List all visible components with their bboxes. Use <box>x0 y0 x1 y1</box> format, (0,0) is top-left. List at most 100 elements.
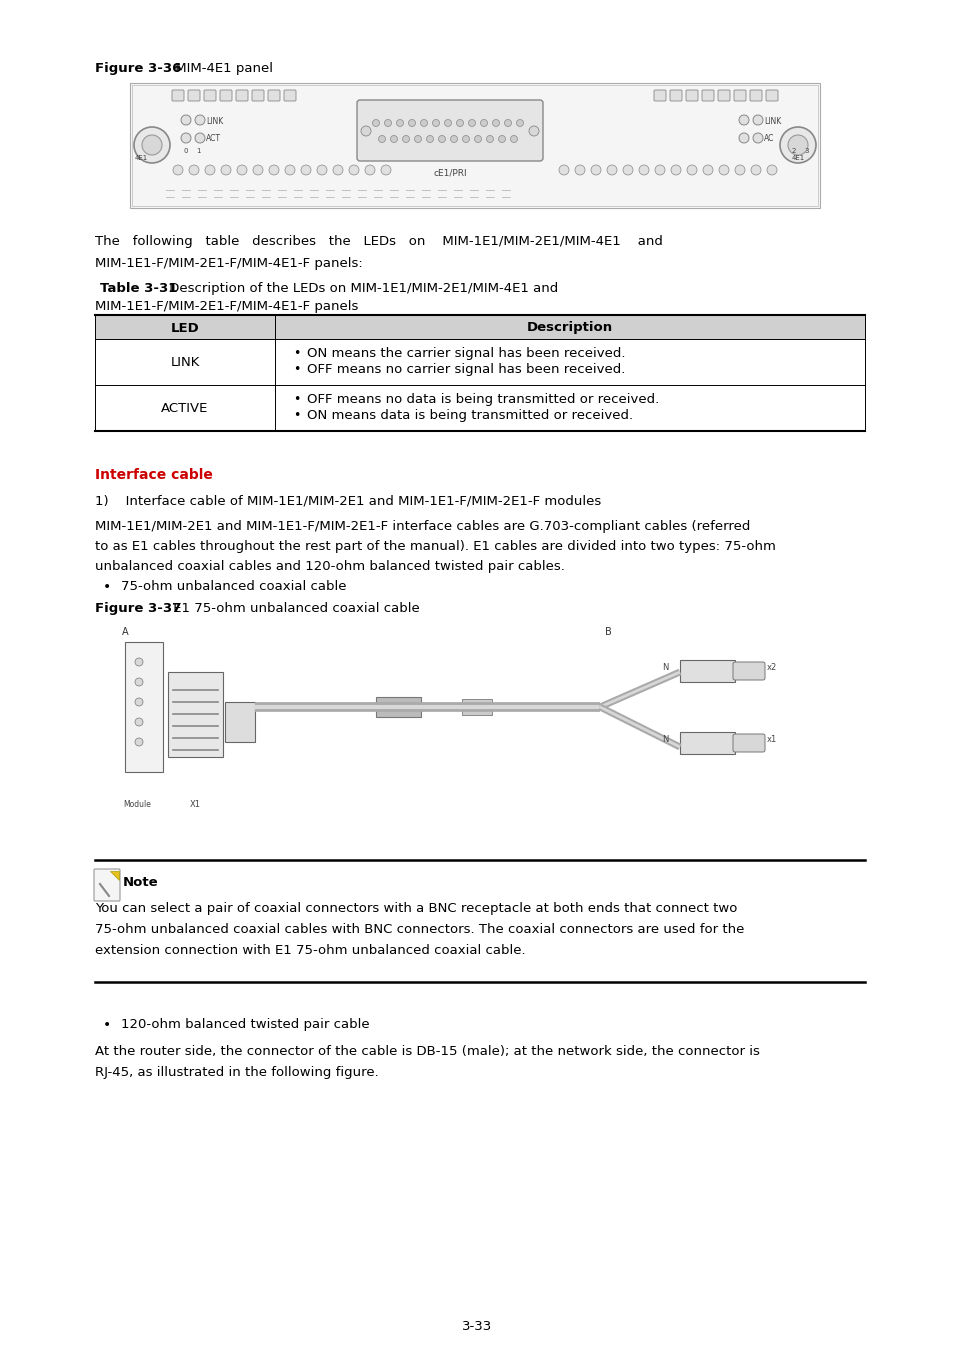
FancyBboxPatch shape <box>732 734 764 752</box>
Bar <box>461 699 492 716</box>
Text: MIM-4E1 panel: MIM-4E1 panel <box>171 62 273 76</box>
Text: MIM-1E1-F/MIM-2E1-F/MIM-4E1-F panels: MIM-1E1-F/MIM-2E1-F/MIM-4E1-F panels <box>95 300 358 313</box>
Circle shape <box>414 135 421 143</box>
Circle shape <box>390 135 397 143</box>
Text: unbalanced coaxial cables and 120-ohm balanced twisted pair cables.: unbalanced coaxial cables and 120-ohm ba… <box>95 560 564 572</box>
Circle shape <box>752 115 762 126</box>
Text: LED: LED <box>171 321 199 335</box>
Circle shape <box>285 165 294 176</box>
Text: ON means data is being transmitted or received.: ON means data is being transmitted or re… <box>307 409 633 423</box>
Text: X1: X1 <box>190 801 201 809</box>
Circle shape <box>655 165 664 176</box>
Text: Module: Module <box>123 801 151 809</box>
FancyBboxPatch shape <box>268 90 280 101</box>
Circle shape <box>372 120 379 127</box>
Text: x1: x1 <box>766 734 777 744</box>
Circle shape <box>269 165 278 176</box>
Circle shape <box>529 126 538 136</box>
Polygon shape <box>110 871 119 880</box>
Circle shape <box>133 127 170 163</box>
Circle shape <box>360 126 371 136</box>
Circle shape <box>189 165 199 176</box>
Circle shape <box>739 115 748 126</box>
Circle shape <box>575 165 584 176</box>
FancyBboxPatch shape <box>733 90 745 101</box>
Circle shape <box>734 165 744 176</box>
Circle shape <box>135 698 143 706</box>
Circle shape <box>504 120 511 127</box>
Bar <box>95 315 864 339</box>
Text: 1)    Interface cable of MIM-1E1/MIM-2E1 and MIM-1E1-F/MIM-2E1-F modules: 1) Interface cable of MIM-1E1/MIM-2E1 an… <box>95 495 600 508</box>
FancyBboxPatch shape <box>749 90 761 101</box>
Text: x2: x2 <box>766 663 777 672</box>
Text: cE1/PRI: cE1/PRI <box>433 167 466 177</box>
Text: N: N <box>661 663 668 672</box>
Bar <box>225 702 254 742</box>
Circle shape <box>498 135 505 143</box>
Circle shape <box>444 120 451 127</box>
Circle shape <box>750 165 760 176</box>
Text: MIM-1E1-F/MIM-2E1-F/MIM-4E1-F panels:: MIM-1E1-F/MIM-2E1-F/MIM-4E1-F panels: <box>95 256 362 270</box>
Circle shape <box>590 165 600 176</box>
Bar <box>679 732 734 755</box>
Text: 75-ohm unbalanced coaxial cables with BNC connectors. The coaxial connectors are: 75-ohm unbalanced coaxial cables with BN… <box>95 923 743 936</box>
Text: MIM-1E1/MIM-2E1 and MIM-1E1-F/MIM-2E1-F interface cables are G.703-compliant cab: MIM-1E1/MIM-2E1 and MIM-1E1-F/MIM-2E1-F … <box>95 520 750 533</box>
Circle shape <box>670 165 680 176</box>
Text: B: B <box>604 626 611 637</box>
Text: At the router side, the connector of the cable is DB-15 (male); at the network s: At the router side, the connector of the… <box>95 1045 760 1058</box>
FancyBboxPatch shape <box>284 90 295 101</box>
Circle shape <box>236 165 247 176</box>
Circle shape <box>135 738 143 747</box>
Circle shape <box>396 120 403 127</box>
Circle shape <box>739 134 748 143</box>
Circle shape <box>558 165 568 176</box>
FancyBboxPatch shape <box>204 90 215 101</box>
Text: •: • <box>103 580 112 594</box>
FancyBboxPatch shape <box>654 90 665 101</box>
FancyBboxPatch shape <box>172 90 184 101</box>
FancyBboxPatch shape <box>732 662 764 680</box>
Circle shape <box>221 165 231 176</box>
FancyBboxPatch shape <box>718 90 729 101</box>
Circle shape <box>316 165 327 176</box>
Circle shape <box>333 165 343 176</box>
Text: extension connection with E1 75-ohm unbalanced coaxial cable.: extension connection with E1 75-ohm unba… <box>95 944 525 957</box>
Circle shape <box>462 135 469 143</box>
Circle shape <box>135 657 143 666</box>
Circle shape <box>450 135 457 143</box>
Circle shape <box>780 127 815 163</box>
Circle shape <box>752 134 762 143</box>
Text: 3-33: 3-33 <box>461 1320 492 1332</box>
Circle shape <box>686 165 697 176</box>
FancyBboxPatch shape <box>220 90 232 101</box>
Text: 3: 3 <box>803 148 807 154</box>
Text: Table 3-31: Table 3-31 <box>100 282 177 296</box>
FancyBboxPatch shape <box>701 90 713 101</box>
Circle shape <box>719 165 728 176</box>
Circle shape <box>402 135 409 143</box>
Circle shape <box>639 165 648 176</box>
Circle shape <box>194 134 205 143</box>
Text: AC: AC <box>763 134 774 143</box>
Text: RJ-45, as illustrated in the following figure.: RJ-45, as illustrated in the following f… <box>95 1066 378 1079</box>
Text: You can select a pair of coaxial connectors with a BNC receptacle at both ends t: You can select a pair of coaxial connect… <box>95 902 737 915</box>
Circle shape <box>486 135 493 143</box>
Circle shape <box>480 120 487 127</box>
Text: 75-ohm unbalanced coaxial cable: 75-ohm unbalanced coaxial cable <box>121 580 346 593</box>
Circle shape <box>408 120 416 127</box>
Text: ACT: ACT <box>206 134 221 143</box>
Text: 0: 0 <box>184 148 189 154</box>
Text: •: • <box>293 363 300 377</box>
Bar <box>168 672 223 757</box>
Text: OFF means no data is being transmitted or received.: OFF means no data is being transmitted o… <box>307 393 659 406</box>
Circle shape <box>516 120 523 127</box>
Text: Figure 3-36: Figure 3-36 <box>95 62 181 76</box>
Circle shape <box>426 135 433 143</box>
Circle shape <box>205 165 214 176</box>
FancyBboxPatch shape <box>235 90 248 101</box>
Circle shape <box>510 135 517 143</box>
Bar <box>130 82 820 208</box>
Circle shape <box>181 115 191 126</box>
FancyBboxPatch shape <box>765 90 778 101</box>
Text: ACTIVE: ACTIVE <box>161 401 209 414</box>
